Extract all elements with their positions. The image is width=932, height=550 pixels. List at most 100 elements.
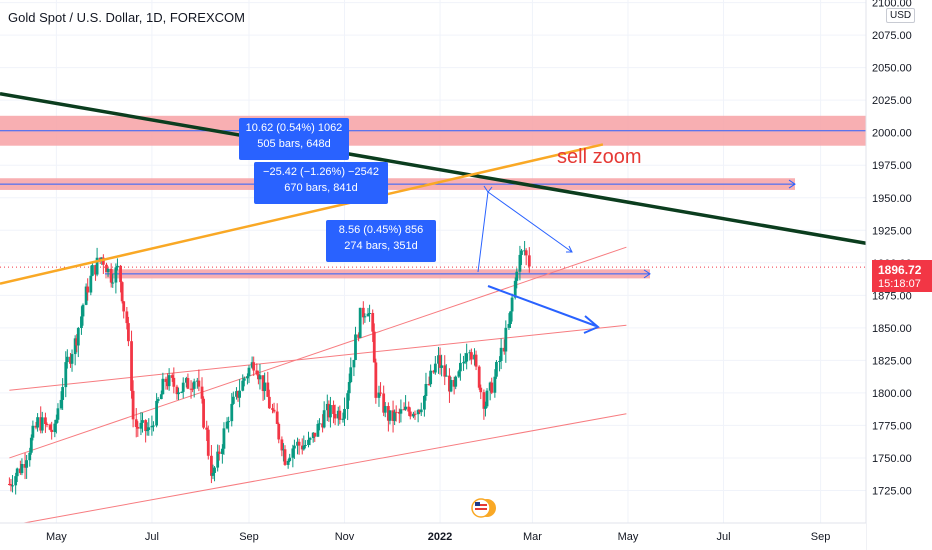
candle-body bbox=[261, 375, 265, 392]
candle-body bbox=[127, 323, 130, 342]
events-flag-icon[interactable] bbox=[470, 497, 498, 519]
candle-body bbox=[166, 381, 169, 387]
candle-body bbox=[332, 405, 335, 414]
candle-body bbox=[122, 301, 126, 312]
candle-body bbox=[484, 406, 487, 409]
zone-arrowhead bbox=[643, 269, 651, 279]
candle-body bbox=[39, 417, 43, 431]
y-tick-label: 1950.00 bbox=[872, 193, 912, 205]
projection-arrows bbox=[477, 179, 796, 334]
candle-body bbox=[325, 403, 329, 411]
candle-body bbox=[175, 386, 179, 395]
candle-body bbox=[152, 425, 155, 427]
candle-body bbox=[437, 355, 440, 364]
candle-body bbox=[150, 425, 154, 428]
candle-body bbox=[164, 378, 168, 382]
candle-body bbox=[18, 468, 22, 474]
candle-body bbox=[372, 331, 376, 363]
candle-body bbox=[463, 361, 467, 363]
candle-body bbox=[407, 406, 411, 412]
x-tick-label: Sep bbox=[239, 531, 259, 543]
candle-body bbox=[250, 362, 254, 368]
candle-body bbox=[432, 370, 436, 373]
candle-body bbox=[180, 391, 184, 393]
candle-body bbox=[275, 411, 279, 424]
candle-body bbox=[391, 410, 395, 421]
candle-body bbox=[172, 377, 176, 387]
candle-body bbox=[73, 338, 77, 355]
candle-body bbox=[429, 370, 433, 385]
candle-body bbox=[393, 411, 397, 421]
time-axis[interactable]: May Jul Sep Nov 2022 Mar May Jul Sep bbox=[0, 522, 866, 550]
candle-body bbox=[227, 421, 231, 423]
candle-body bbox=[509, 311, 512, 324]
candle-body bbox=[170, 375, 174, 378]
candle-body bbox=[419, 409, 423, 413]
candle-body bbox=[438, 355, 442, 368]
candle-body bbox=[95, 257, 99, 275]
candle-body bbox=[454, 376, 458, 387]
candle-body bbox=[89, 275, 93, 293]
currency-badge[interactable]: USD bbox=[886, 8, 916, 23]
candle-body bbox=[189, 388, 193, 390]
candle-body bbox=[527, 255, 531, 267]
candle-body bbox=[105, 264, 108, 273]
candle-body bbox=[482, 392, 486, 409]
candle-body bbox=[205, 427, 209, 430]
candle-body bbox=[293, 445, 296, 449]
measure-1-line2: 505 bars, 648d bbox=[257, 138, 331, 150]
candle-body bbox=[94, 265, 97, 275]
candle-body bbox=[177, 392, 180, 395]
candle-body bbox=[469, 352, 473, 360]
candle-body bbox=[116, 265, 119, 268]
candle-body bbox=[383, 406, 387, 413]
candle-body bbox=[286, 460, 290, 465]
candle-body bbox=[202, 398, 205, 428]
candle-body bbox=[518, 254, 522, 272]
measure-2-line2: 670 bars, 841d bbox=[284, 182, 358, 194]
candle-body bbox=[382, 393, 386, 413]
candle-body bbox=[159, 394, 163, 400]
candle-body bbox=[277, 423, 281, 440]
candle-body bbox=[197, 380, 201, 387]
candle-body bbox=[316, 423, 320, 437]
candle-body bbox=[321, 423, 324, 428]
candle-body bbox=[479, 387, 483, 393]
channel-line bbox=[9, 413, 627, 527]
candle-body bbox=[134, 419, 138, 427]
candle-body bbox=[424, 383, 428, 396]
candle-body bbox=[477, 366, 481, 388]
candle-body bbox=[379, 392, 382, 394]
candle-body bbox=[343, 408, 346, 419]
x-tick-label: Jul bbox=[145, 531, 159, 543]
candle-body bbox=[408, 411, 412, 417]
candle-body bbox=[263, 382, 267, 392]
candle-body bbox=[90, 265, 94, 276]
projection-arrow-up bbox=[477, 191, 573, 273]
candle-body bbox=[11, 485, 14, 487]
candle-body bbox=[302, 445, 306, 450]
candle-body bbox=[397, 411, 401, 414]
candle-body bbox=[69, 356, 72, 364]
candle-body bbox=[443, 365, 447, 377]
chart-title: Gold Spot / U.S. Dollar, 1D, FOREXCOM bbox=[8, 10, 245, 25]
candle-body bbox=[388, 410, 392, 421]
bar-countdown: 15:18:07 bbox=[878, 278, 921, 290]
candle-body bbox=[490, 382, 494, 393]
candle-body bbox=[235, 391, 238, 397]
candle-body bbox=[374, 362, 378, 398]
candle-body bbox=[329, 405, 332, 418]
candle-body bbox=[338, 410, 342, 420]
measure-3-line1: 8.56 (0.45%) 856 bbox=[338, 224, 424, 236]
candle-body bbox=[386, 406, 390, 421]
candle-body bbox=[255, 370, 259, 375]
candle-body bbox=[145, 429, 149, 432]
candle-body bbox=[418, 410, 422, 413]
x-tick-label: 2022 bbox=[428, 531, 452, 543]
measure-label-3: 8.56 (0.45%) 856 274 bars, 351d bbox=[326, 220, 436, 262]
trend-lines bbox=[0, 91, 867, 285]
candle-body bbox=[404, 406, 407, 410]
candle-body bbox=[504, 327, 508, 352]
candle-body bbox=[347, 382, 351, 394]
